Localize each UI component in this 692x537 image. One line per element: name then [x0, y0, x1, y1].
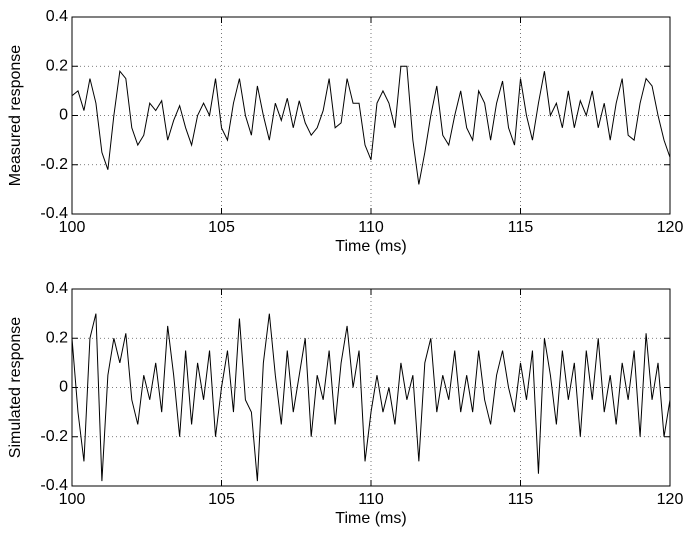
y-tick-label: 0: [59, 107, 68, 124]
x-tick-label: 115: [508, 219, 534, 236]
y-tick-label: 0.4: [46, 8, 68, 25]
response-trace: [71, 313, 671, 482]
y-tick-label: 0.4: [46, 280, 68, 297]
y-axis-label: Measured response: [7, 45, 24, 187]
x-tick-label: 120: [657, 491, 684, 508]
x-tick-label: 100: [59, 219, 86, 236]
x-tick-label: 100: [59, 491, 86, 508]
y-tick-label: 0.2: [46, 57, 68, 74]
x-axis-label: Time (ms): [335, 238, 406, 255]
y-tick-label: -0.4: [40, 205, 68, 222]
x-tick-label: 105: [208, 219, 235, 236]
y-axis-label: Simulated response: [7, 317, 24, 459]
y-tick-label: -0.2: [40, 428, 68, 445]
y-tick-label: -0.4: [40, 477, 68, 494]
x-axis-label: Time (ms): [335, 510, 406, 527]
y-tick-label: 0: [59, 379, 68, 396]
y-tick-label: -0.2: [40, 156, 68, 173]
response-trace: [71, 65, 671, 185]
x-tick-label: 115: [508, 491, 534, 508]
x-tick-label: 105: [208, 491, 235, 508]
y-tick-label: 0.2: [46, 329, 68, 346]
x-tick-label: 110: [358, 491, 384, 508]
x-tick-label: 110: [358, 219, 384, 236]
plot-frame: [71, 288, 671, 487]
x-tick-label: 120: [657, 219, 684, 236]
plot-frame: [71, 16, 671, 215]
